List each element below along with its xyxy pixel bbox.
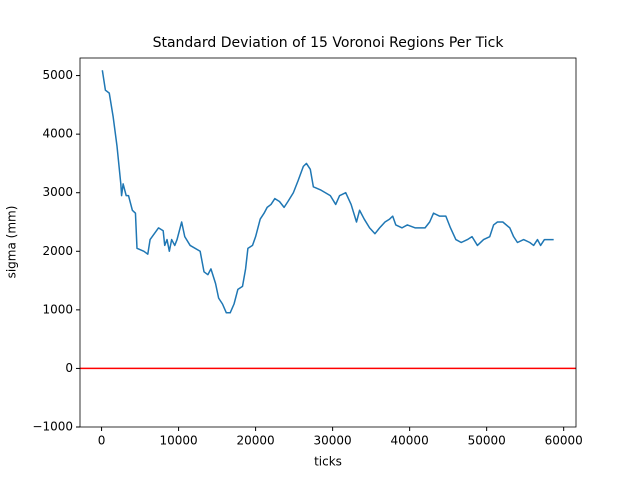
x-tick-label: 20000 (237, 434, 275, 448)
y-tick-label: −1000 (32, 420, 73, 434)
x-tick-label: 30000 (314, 434, 352, 448)
data-line (101, 70, 554, 314)
x-tick-label: 0 (98, 434, 106, 448)
x-tick-label: 50000 (468, 434, 506, 448)
y-tick-label: 4000 (42, 127, 73, 141)
x-tick-label: 10000 (159, 434, 197, 448)
x-tick-label: 40000 (391, 434, 429, 448)
y-tick-label: 3000 (42, 185, 73, 199)
y-tick-label: 2000 (42, 244, 73, 258)
y-tick-label: 0 (65, 361, 73, 375)
y-axis-label: sigma (mm) (5, 206, 19, 279)
chart-title: Standard Deviation of 15 Voronoi Regions… (153, 35, 505, 51)
plot-frame (79, 57, 577, 428)
y-tick-label: 5000 (42, 68, 73, 82)
x-tick-label: 60000 (545, 434, 583, 448)
x-axis-label: ticks (314, 455, 342, 469)
y-tick-label: 1000 (42, 302, 73, 316)
